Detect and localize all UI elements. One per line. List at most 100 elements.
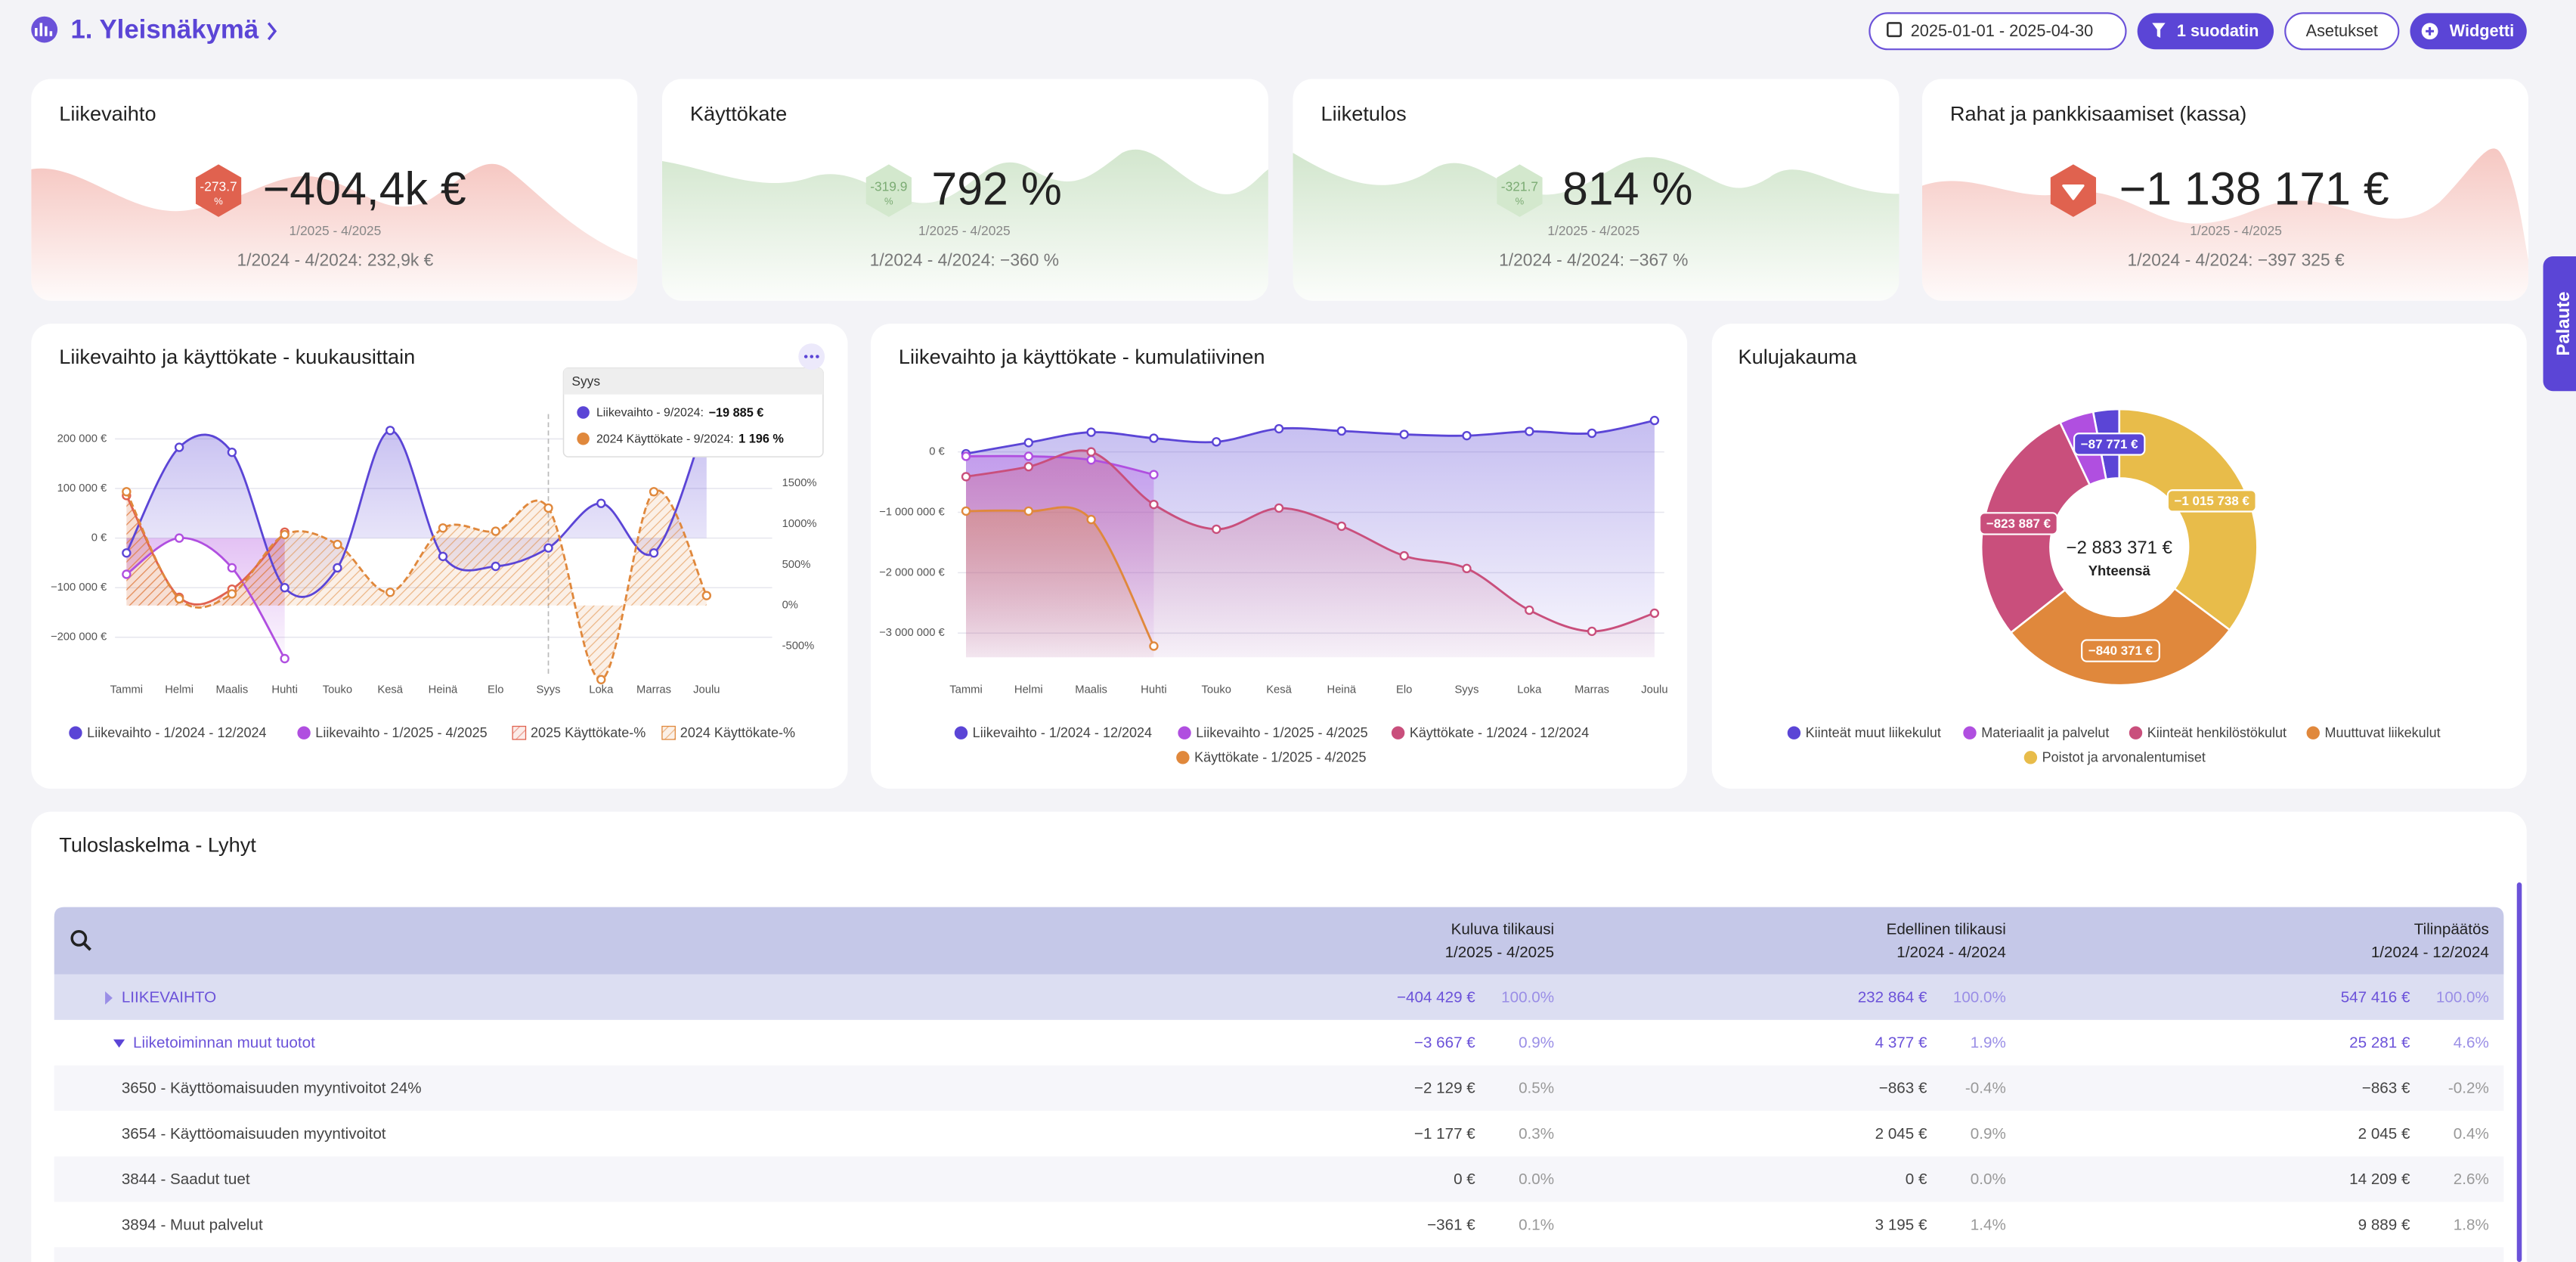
cell-value: −404 429 €	[1397, 988, 1475, 1006]
y-tick-label: −2 000 000 €	[879, 566, 945, 578]
donut-segment	[2009, 587, 2231, 687]
legend-label: Liikevaihto - 1/2025 - 4/2025	[315, 725, 487, 740]
feedback-bg[interactable]	[2543, 256, 2576, 392]
data-point	[596, 498, 606, 508]
cell-value: 14 209 €	[2349, 1171, 2410, 1188]
data-point	[1525, 426, 1534, 436]
kpi-title: Liiketulos	[1321, 101, 1406, 125]
row-label: Liiketoiminnan muut tuotot	[133, 1034, 315, 1052]
widget-button[interactable]: Widgetti	[2410, 13, 2527, 50]
table-row-bg	[54, 1156, 2504, 1202]
kpi-comparison: 1/2024 - 4/2024: 232,9k €	[237, 250, 433, 270]
date-button[interactable]: 2025-01-01 - 2025-04-30	[1869, 12, 2127, 51]
y-tick-label: 0 €	[929, 446, 945, 458]
scrollbar[interactable]	[2516, 882, 2522, 1262]
kpi-comparison: 1/2024 - 4/2024: −360 %	[870, 250, 1059, 270]
cell-value: 0 €	[1454, 1171, 1475, 1188]
table-title: Tuloslaskelma - Lyhyt	[59, 833, 256, 856]
value-label: −823 887 €	[1986, 516, 2051, 531]
collapse-icon[interactable]	[113, 1039, 125, 1048]
feedback-tab[interactable]: Palaute	[2543, 256, 2576, 392]
kpi-value: −1 138 171 €	[2119, 163, 2389, 214]
kpi-value: 814 %	[1562, 163, 1693, 214]
data-point	[491, 561, 500, 572]
legend-swatch	[297, 726, 311, 740]
button-label[interactable]: 2025-01-01 - 2025-04-30	[1911, 21, 2094, 40]
button-bg[interactable]	[2410, 13, 2527, 50]
legend-swatch	[661, 725, 676, 740]
legend-label: Poistot ja arvonalentumiset	[2042, 750, 2206, 765]
table-row-bg	[54, 1019, 2504, 1066]
y-tick-label: 0 €	[91, 532, 107, 544]
button-label[interactable]: Asetukset	[2306, 21, 2378, 40]
cell-value: 2 045 €	[1875, 1125, 1927, 1143]
data-point	[649, 487, 659, 497]
legend-swatch	[512, 725, 527, 740]
header: 1. Yleisnäkymä 2025-01-01 - 2025-04-30 1…	[31, 12, 2527, 51]
table-row-bg	[54, 1202, 2504, 1248]
legend-swatch	[1963, 726, 1977, 740]
data-point	[961, 472, 971, 482]
y-tick-label: −3 000 000 €	[879, 627, 945, 639]
settings-button[interactable]: Asetukset	[2284, 12, 2400, 51]
card-wave	[1293, 153, 1899, 301]
feedback-label[interactable]: Palaute	[2553, 292, 2574, 356]
data-point	[1212, 524, 1221, 535]
y2-tick-label: -500%	[782, 640, 815, 652]
y-tick-label: −1 000 000 €	[879, 506, 945, 518]
chevron[interactable]	[267, 22, 277, 41]
data-point	[1274, 503, 1284, 513]
chart-card	[1711, 324, 2527, 789]
chart-menu[interactable]	[798, 343, 825, 370]
expand-icon[interactable]	[105, 991, 113, 1005]
x-tick-label: Helmi	[165, 684, 194, 696]
kpi-title: Liikevaihto	[59, 101, 156, 125]
legend-label: 2025 Käyttökate-%	[531, 725, 646, 740]
filter-button[interactable]: 1 suodatin	[2137, 13, 2274, 50]
button-bg[interactable]	[1869, 12, 2127, 51]
legend-label: Liikevaihto - 1/2024 - 12/2024	[973, 725, 1152, 740]
button-bg[interactable]	[2284, 12, 2400, 51]
kpi-title: Käyttökate	[690, 101, 787, 125]
x-tick-label: Huhti	[271, 684, 297, 696]
data-point	[1149, 433, 1159, 443]
legend-swatch	[1178, 726, 1191, 740]
button-label[interactable]: Widgetti	[2450, 21, 2514, 40]
y-tick-label: 200 000 €	[57, 433, 107, 445]
kpi-period: 1/2025 - 4/2025	[1547, 223, 1639, 238]
data-point	[438, 551, 448, 562]
data-point	[1336, 521, 1347, 532]
table-row-bg	[54, 974, 2504, 1020]
kpi-badge-unit: %	[884, 196, 893, 207]
x-tick-label: Tammi	[110, 684, 143, 696]
search-icon[interactable]	[70, 930, 88, 947]
legend-swatch	[954, 726, 968, 740]
tooltip: Syys Liikevaihto - 9/2024: −19 885 € 2024 K…	[562, 367, 824, 457]
cell-value: 9 889 €	[2358, 1216, 2410, 1233]
cell-value: 232 864 €	[1858, 988, 1927, 1006]
button-label[interactable]: 1 suodatin	[2177, 21, 2259, 40]
cell-value: −3 667 €	[1414, 1034, 1475, 1052]
legend-label: Muuttuvat liikekulut	[2324, 725, 2440, 740]
data-point	[1086, 447, 1096, 457]
kpi-cards: Liikevaihto -273.7% −404,4k € 1/2025 - 4/20…	[31, 79, 2528, 301]
row-label: 3894 - Muut palvelut	[122, 1216, 263, 1233]
cell-percent: 100.0%	[1501, 988, 1554, 1006]
data-point	[1587, 428, 1597, 439]
button-bg[interactable]	[2137, 13, 2274, 50]
data-point	[1336, 426, 1347, 436]
value-label-bg	[2081, 639, 2160, 662]
column-period: 1/2025 - 4/2025	[1445, 944, 1555, 961]
data-point	[385, 588, 395, 597]
data-point	[227, 589, 237, 599]
page-title[interactable]: 1. Yleisnäkymä	[70, 15, 259, 44]
data-point	[1587, 626, 1597, 637]
kpi-period: 1/2025 - 4/2025	[918, 223, 1011, 238]
tooltip-value: −19 885 €	[708, 406, 763, 420]
data-point	[280, 529, 289, 540]
data-point	[280, 583, 289, 593]
data-point	[122, 569, 132, 579]
tooltip-label: 2024 Käyttökate - 9/2024:	[596, 433, 734, 446]
x-tick-label: Heinä	[1327, 684, 1357, 696]
